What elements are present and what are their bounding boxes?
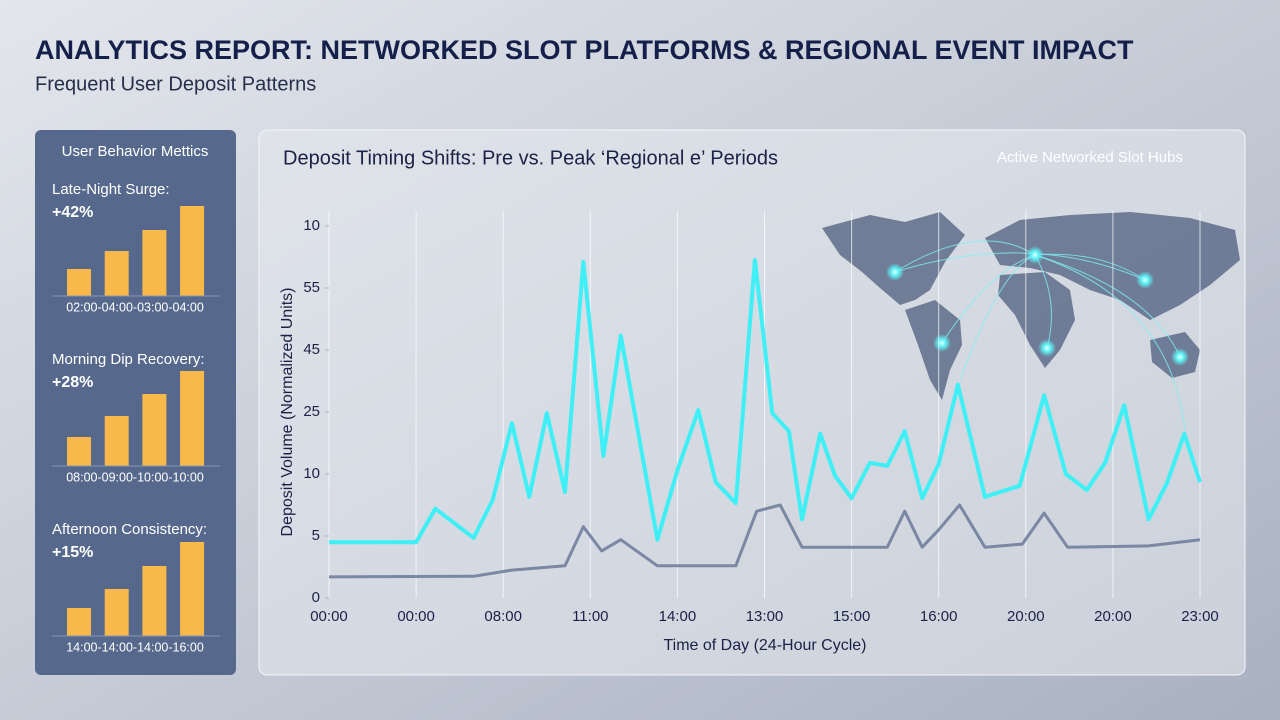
link (1034, 254, 1181, 358)
metric-value: +28% (52, 374, 93, 391)
page-title: ANALYTICS REPORT: NETWORKED SLOT PLATFOR… (35, 35, 1134, 65)
y-tick-label: 5 (312, 527, 320, 544)
x-tick-label: 14:00 (659, 608, 697, 625)
chart-title: Deposit Timing Shifts: Pre vs. Peak ‘Reg… (283, 147, 778, 169)
x-axis-label: Time of Day (24-Hour Cycle) (663, 637, 866, 654)
metric-title: Late-Night Surge: (52, 181, 170, 198)
y-tick-label: 10 (303, 217, 320, 234)
map-title: Active Networked Slot Hubs (997, 149, 1183, 166)
metric-value: +42% (52, 204, 93, 221)
bar (104, 589, 129, 636)
bar-caption: 02:00-04:00-03:00-04:00 (66, 300, 204, 314)
x-tick-label: 08:00 (484, 608, 522, 625)
y-tick-label: 0 (312, 589, 320, 606)
x-tick-label: 20:00 (1007, 608, 1045, 625)
series-line (329, 258, 1202, 545)
y-tick-label: 55 (303, 279, 320, 296)
continent (822, 212, 965, 305)
link (1034, 254, 1186, 431)
hub (1171, 348, 1189, 366)
x-tick-label: 13:00 (746, 608, 784, 625)
bar (104, 416, 129, 466)
metric-value: +15% (52, 544, 93, 561)
y-tick-label: 45 (303, 341, 320, 358)
sidebar-title: User Behavior Mettics (62, 143, 209, 160)
x-tick-label: 20:00 (1094, 608, 1132, 625)
hub (1026, 246, 1044, 264)
x-tick-label: 15:00 (833, 608, 871, 625)
hub (886, 263, 904, 281)
link (894, 252, 1146, 281)
x-tick-label: 16:00 (920, 608, 958, 625)
metric-title: Morning Dip Recovery: (52, 351, 205, 368)
x-tick-label: 00:00 (397, 608, 435, 625)
bar (180, 206, 205, 296)
y-axis-label: Deposit Volume (Normalized Units) (279, 288, 296, 537)
bar-caption: 08:00-09:00-10:00-10:00 (66, 470, 204, 484)
page-subtitle: Frequent User Deposit Patterns (35, 73, 316, 95)
bar (104, 251, 129, 296)
series-line (328, 503, 1201, 579)
x-tick-label: 00:00 (310, 608, 348, 625)
bar (142, 566, 167, 636)
link (941, 254, 1036, 344)
bar (67, 608, 91, 636)
bar (180, 371, 205, 466)
bar-caption: 14:00-14:00-14:00-16:00 (66, 640, 204, 654)
metric-title: Afternoon Consistency: (52, 521, 207, 538)
hub (1136, 271, 1154, 289)
hubs (886, 246, 1189, 366)
chart-panel (258, 129, 1246, 676)
continent (905, 300, 962, 400)
bar (180, 542, 205, 636)
bar (142, 230, 167, 296)
y-tick-label: 25 (303, 403, 320, 420)
y-tick-label: 10 (303, 465, 320, 482)
hub (933, 334, 951, 352)
bar (67, 437, 91, 466)
continent (998, 272, 1075, 368)
link (959, 254, 1036, 381)
x-tick-label: 23:00 (1181, 608, 1219, 625)
hub-links (894, 240, 1186, 431)
bar (142, 394, 167, 466)
link (1034, 254, 1052, 349)
bar (67, 269, 91, 296)
x-tick-label: 11:00 (572, 608, 608, 625)
link (894, 240, 1036, 273)
link (1034, 253, 1146, 281)
hub (1038, 339, 1056, 357)
